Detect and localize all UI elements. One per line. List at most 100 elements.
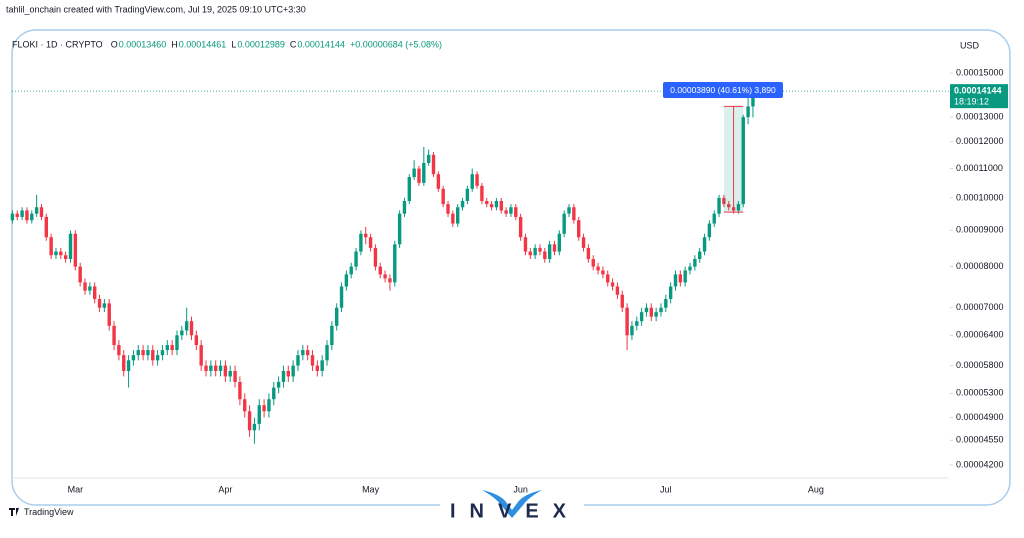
candle-body <box>572 207 576 221</box>
y-tick-label: 0.00006400 <box>956 330 1004 340</box>
candle-body <box>189 321 194 336</box>
candle-body <box>547 244 552 259</box>
candle-body <box>155 355 160 361</box>
x-tick-label: Mar <box>68 484 84 494</box>
candle-body <box>146 350 150 356</box>
candle-body <box>678 274 683 283</box>
y-tick-label: 0.00005800 <box>956 360 1004 370</box>
candle-body <box>751 91 755 107</box>
candle-body <box>426 154 431 163</box>
ohlc-legend: O 0.00013460 H 0.00014461 L 0.00012989 C 0.0001… <box>111 39 345 49</box>
candle-body <box>315 365 320 371</box>
candle-body <box>620 294 624 308</box>
candle-body <box>126 360 131 371</box>
candle-body <box>233 370 237 382</box>
candle-body <box>543 251 547 259</box>
brand-icon <box>9 508 19 516</box>
candle-body <box>412 168 416 178</box>
candle-body <box>625 307 629 336</box>
candle-body <box>223 365 228 377</box>
candle-body <box>383 274 387 279</box>
candle-body <box>301 350 305 356</box>
candle-body <box>117 345 121 356</box>
candle-body <box>683 270 687 283</box>
candle-body <box>639 312 644 322</box>
legend-value: 0.00013460 <box>119 39 167 49</box>
candle-body <box>78 266 82 283</box>
candle-body <box>736 204 741 211</box>
legend-value: 0.00014144 <box>297 39 345 49</box>
candle-body <box>320 360 324 371</box>
candle-body <box>644 307 649 313</box>
candle-body <box>170 345 174 351</box>
candle-body <box>698 251 702 259</box>
candle-body <box>741 117 745 205</box>
candle-body <box>610 282 615 287</box>
price-badge <box>950 84 1008 109</box>
candle-body <box>15 213 19 217</box>
candle-body <box>194 335 199 346</box>
watermark: INVEX <box>450 500 580 522</box>
candle-body <box>746 106 750 118</box>
candle-body <box>567 207 571 214</box>
candle-body <box>528 251 532 256</box>
candle-body <box>702 237 707 252</box>
candle-body <box>344 274 349 287</box>
y-tick-label: 0.00005300 <box>956 388 1004 398</box>
y-tick-label: 0.00009000 <box>956 225 1004 235</box>
candle-body <box>281 370 286 382</box>
candle-body <box>122 355 126 371</box>
candle-body <box>630 325 634 336</box>
candle-body <box>441 188 445 205</box>
candle-body <box>668 286 673 300</box>
candle-body <box>649 307 653 317</box>
candle-body <box>494 200 499 208</box>
candle-body <box>606 274 610 283</box>
candle-body <box>267 399 271 412</box>
currency: USD <box>960 40 980 50</box>
x-tick-label: Apr <box>218 484 232 494</box>
candle-body <box>93 286 97 300</box>
candle-body <box>209 365 213 371</box>
candle-body <box>581 237 586 248</box>
candle-body <box>49 237 53 256</box>
candle-body <box>102 303 107 308</box>
candle-body <box>160 350 165 356</box>
candle-body <box>591 258 595 267</box>
candle-body <box>204 365 208 371</box>
candle-body <box>335 307 339 326</box>
measure-label: 0.00003890 (40.61%) 3,890 <box>670 85 776 95</box>
candle-body <box>243 399 247 412</box>
candle-body <box>480 185 484 201</box>
candle-body <box>489 204 494 208</box>
candle-body <box>199 345 203 366</box>
candle-body <box>88 286 92 291</box>
measure-label-box <box>663 82 783 98</box>
candle-body <box>184 321 189 331</box>
candle-body <box>214 365 218 371</box>
attribution: tahlil_onchain created with TradingView.… <box>6 4 306 14</box>
candle-body <box>388 278 392 283</box>
y-tick-label: 0.00013000 <box>956 111 1004 121</box>
candle-body <box>664 299 668 308</box>
watermark-logo <box>482 490 542 518</box>
candle-body <box>712 213 716 224</box>
candle-body <box>523 237 528 252</box>
candle-body <box>615 286 620 295</box>
candle-body <box>557 233 562 252</box>
y-tick-label: 0.00015000 <box>956 67 1004 77</box>
candle-body <box>54 251 58 256</box>
x-tick-label: Aug <box>808 484 824 494</box>
candle-body <box>407 177 411 201</box>
candle-body <box>247 411 252 431</box>
legend-key: O <box>111 39 118 49</box>
candle-body <box>577 220 581 238</box>
candle-body <box>107 303 111 326</box>
legend-value: 0.00012989 <box>237 39 285 49</box>
candle-body <box>596 266 600 271</box>
candle-body <box>504 210 508 214</box>
candle-body <box>228 370 232 377</box>
candle-body <box>402 200 407 214</box>
candle-body <box>238 381 242 400</box>
